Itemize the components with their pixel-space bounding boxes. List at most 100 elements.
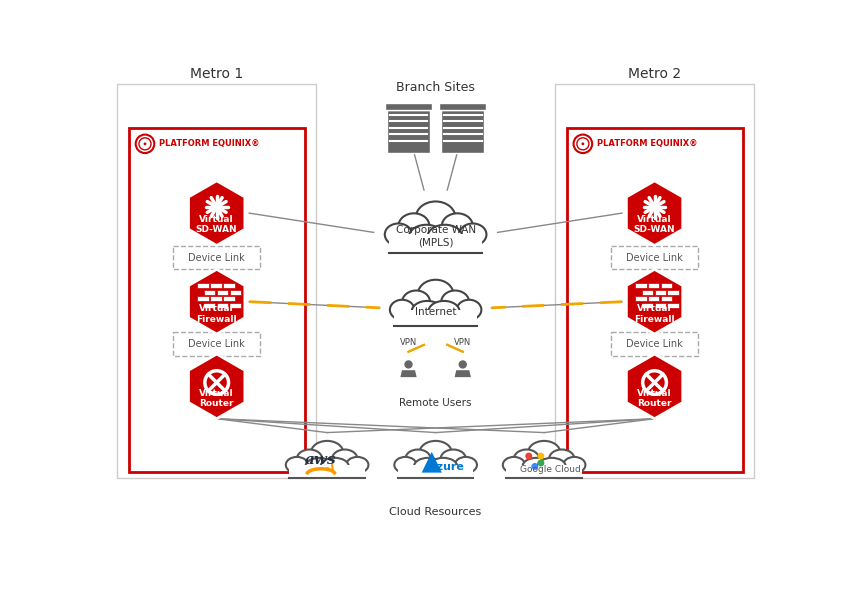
FancyBboxPatch shape	[398, 465, 473, 478]
Text: Cloud Resources: Cloud Resources	[389, 507, 482, 517]
Ellipse shape	[428, 301, 460, 322]
Text: Internet: Internet	[415, 307, 456, 317]
FancyBboxPatch shape	[197, 296, 209, 302]
Circle shape	[458, 360, 467, 369]
FancyBboxPatch shape	[385, 104, 432, 110]
Circle shape	[531, 463, 538, 470]
FancyBboxPatch shape	[507, 465, 582, 478]
Ellipse shape	[411, 301, 443, 322]
FancyBboxPatch shape	[204, 290, 215, 294]
FancyBboxPatch shape	[635, 296, 647, 302]
Ellipse shape	[456, 300, 481, 320]
Circle shape	[537, 452, 544, 459]
Text: Google Cloud: Google Cloud	[520, 465, 581, 474]
Text: Remote Users: Remote Users	[400, 398, 472, 408]
Text: Device Link: Device Link	[189, 339, 245, 349]
Text: Virtual
Router: Virtual Router	[638, 389, 672, 408]
FancyBboxPatch shape	[654, 303, 666, 308]
FancyBboxPatch shape	[173, 332, 260, 356]
Polygon shape	[626, 269, 683, 334]
Circle shape	[537, 459, 544, 466]
Ellipse shape	[441, 290, 469, 313]
Ellipse shape	[305, 458, 334, 475]
Ellipse shape	[346, 457, 368, 473]
Text: VPN: VPN	[454, 338, 472, 347]
Text: VPN: VPN	[400, 338, 417, 347]
FancyBboxPatch shape	[117, 84, 316, 478]
Ellipse shape	[564, 457, 586, 473]
Ellipse shape	[311, 441, 343, 464]
Ellipse shape	[537, 458, 566, 475]
FancyBboxPatch shape	[667, 290, 679, 294]
Polygon shape	[189, 181, 245, 246]
FancyBboxPatch shape	[128, 128, 304, 472]
Ellipse shape	[394, 457, 416, 473]
FancyBboxPatch shape	[642, 303, 653, 308]
FancyBboxPatch shape	[611, 246, 698, 269]
Ellipse shape	[332, 449, 357, 468]
Ellipse shape	[523, 458, 551, 475]
FancyBboxPatch shape	[289, 465, 365, 478]
FancyBboxPatch shape	[197, 283, 209, 288]
FancyBboxPatch shape	[394, 310, 478, 326]
FancyBboxPatch shape	[439, 104, 486, 110]
FancyBboxPatch shape	[388, 110, 430, 153]
Ellipse shape	[390, 300, 415, 320]
Text: PLATFORM EQUINIX®: PLATFORM EQUINIX®	[597, 140, 697, 148]
FancyBboxPatch shape	[217, 290, 228, 294]
Ellipse shape	[428, 225, 462, 249]
Ellipse shape	[320, 458, 348, 475]
FancyBboxPatch shape	[635, 283, 647, 288]
FancyBboxPatch shape	[648, 296, 660, 302]
FancyBboxPatch shape	[217, 303, 228, 308]
Polygon shape	[626, 181, 683, 246]
FancyBboxPatch shape	[567, 128, 743, 472]
Ellipse shape	[417, 280, 454, 309]
Ellipse shape	[455, 457, 477, 473]
Ellipse shape	[405, 449, 431, 468]
FancyBboxPatch shape	[230, 290, 241, 294]
Text: Branch Sites: Branch Sites	[396, 81, 475, 94]
Ellipse shape	[459, 223, 486, 246]
Text: Metro 2: Metro 2	[628, 67, 681, 81]
Circle shape	[581, 143, 584, 145]
Ellipse shape	[440, 449, 466, 468]
FancyBboxPatch shape	[230, 303, 241, 308]
Ellipse shape	[429, 458, 457, 475]
Text: Virtual
SD-WAN: Virtual SD-WAN	[634, 215, 676, 234]
Text: Device Link: Device Link	[626, 339, 683, 349]
Text: PLATFORM EQUINIX®: PLATFORM EQUINIX®	[159, 140, 259, 148]
Ellipse shape	[442, 213, 473, 239]
Text: Device Link: Device Link	[626, 253, 683, 263]
FancyBboxPatch shape	[642, 290, 653, 294]
Ellipse shape	[399, 213, 429, 239]
FancyBboxPatch shape	[210, 283, 222, 288]
Text: Corporate WAN
(MPLS): Corporate WAN (MPLS)	[395, 225, 476, 247]
Circle shape	[405, 360, 413, 369]
FancyBboxPatch shape	[210, 296, 222, 302]
Ellipse shape	[286, 457, 308, 473]
FancyBboxPatch shape	[661, 296, 672, 302]
Text: Virtual
SD-WAN: Virtual SD-WAN	[196, 215, 237, 234]
Text: Metro 1: Metro 1	[190, 67, 243, 81]
Polygon shape	[189, 269, 245, 334]
FancyBboxPatch shape	[441, 110, 484, 153]
Ellipse shape	[514, 449, 539, 468]
Ellipse shape	[297, 449, 322, 468]
Ellipse shape	[416, 201, 456, 234]
FancyBboxPatch shape	[667, 303, 679, 308]
Text: Azure: Azure	[428, 462, 464, 472]
Text: Virtual
Firewall: Virtual Firewall	[634, 305, 675, 324]
Circle shape	[144, 143, 146, 145]
FancyBboxPatch shape	[648, 283, 660, 288]
Ellipse shape	[409, 225, 444, 249]
FancyBboxPatch shape	[389, 234, 482, 252]
FancyBboxPatch shape	[173, 246, 260, 269]
FancyBboxPatch shape	[661, 283, 672, 288]
FancyBboxPatch shape	[224, 283, 235, 288]
Ellipse shape	[549, 449, 575, 468]
Ellipse shape	[528, 441, 560, 464]
FancyBboxPatch shape	[654, 290, 666, 294]
Polygon shape	[189, 354, 245, 419]
Ellipse shape	[503, 457, 525, 473]
